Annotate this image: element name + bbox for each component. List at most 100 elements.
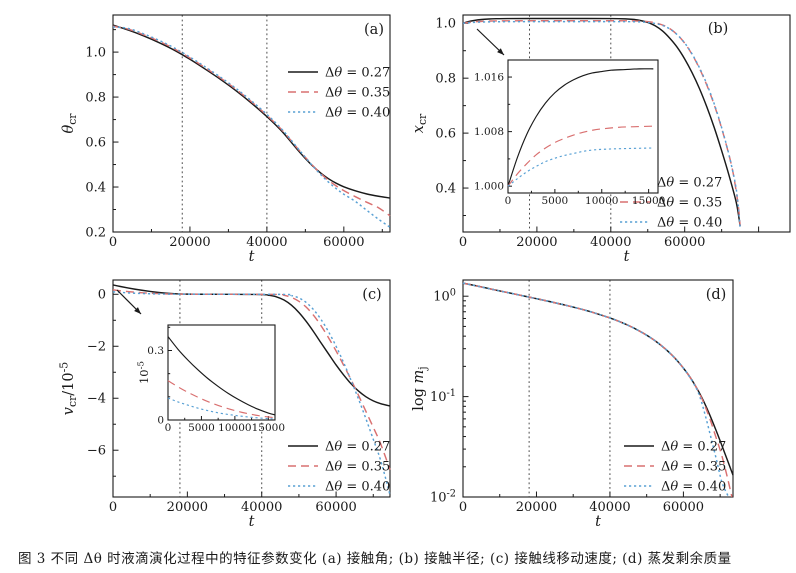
panel-c-inset: 0 5000 10000 15000 0 0.3 10-5 — [137, 324, 285, 434]
y-tick-label: 10-2 — [430, 488, 456, 505]
annotation-arrowhead-c — [134, 307, 141, 314]
plot-border — [462, 14, 791, 233]
curve-c-inset-series-1 — [167, 380, 276, 419]
x-tick-label: 5000 — [542, 195, 569, 207]
inset-background — [168, 325, 275, 420]
x-tick-label: 15000 — [632, 195, 665, 207]
x-tick-label: 40000 — [589, 500, 630, 515]
curve-b-series-2 — [462, 20, 741, 228]
x-axis-label: t — [249, 249, 255, 265]
panel-c: 0 20000 40000 60000 0 −2 −4 −6 t vcr/10-5 (c) Δθ = … — [57, 279, 391, 530]
legend-label: Δθ = 0.40 — [325, 106, 390, 121]
y-tick-label: 1.016 — [474, 72, 504, 84]
plot-border — [112, 14, 391, 233]
y-tick-label: 1.0 — [435, 17, 456, 32]
y-tick-label: 0 — [157, 415, 164, 427]
curve-b-inset-series-0 — [507, 68, 654, 187]
curve-a-series-0 — [112, 24, 391, 199]
y-tick-label: 0.4 — [85, 180, 106, 195]
x-tick-label: 20000 — [167, 500, 208, 515]
curve-a-series-1 — [112, 25, 391, 217]
x-tick-label: 0 — [459, 500, 467, 515]
x-tick-label: 0 — [109, 500, 117, 515]
y-tick-label: 0 — [98, 288, 106, 303]
x-tick-label: 40000 — [246, 235, 287, 250]
legend-label: Δθ = 0.35 — [661, 460, 726, 475]
y-tick-label: 1.008 — [474, 126, 504, 138]
y-tick-label: 1.000 — [474, 181, 504, 193]
y-tick-label: 0.4 — [435, 181, 456, 196]
x-axis-label: t — [595, 514, 601, 530]
legend-label: Δθ = 0.40 — [661, 480, 726, 495]
legend-label: Δθ = 0.35 — [325, 460, 390, 475]
x-tick-label: 15000 — [252, 422, 285, 434]
panel-letter: (b) — [708, 21, 729, 37]
panel-d: 0 20000 40000 60000 100 10-1 10-2 t log mj (d) Δθ … — [411, 279, 734, 530]
y-axis-label: log mj — [411, 366, 429, 410]
legend-label: Δθ = 0.27 — [657, 176, 722, 191]
x-tick-label: 5000 — [188, 422, 215, 434]
legend-label: Δθ = 0.27 — [325, 440, 390, 455]
x-tick-label: 0 — [165, 422, 172, 434]
y-tick-label: −6 — [87, 444, 106, 459]
x-tick-label: 0 — [505, 195, 512, 207]
figure-caption: 图 3 不同 Δθ 时液滴演化过程中的特征参数变化 (a) 接触角; (b) 接… — [18, 551, 732, 567]
x-tick-label: 20000 — [516, 500, 557, 515]
panel-b-inset: 0 5000 10000 15000 1.000 1.008 1.016 — [474, 59, 665, 207]
y-tick-label: 0.6 — [435, 127, 456, 142]
plot-border — [462, 279, 734, 498]
y-tick-label: 0.3 — [147, 345, 164, 357]
annotation-arrowhead-b — [497, 48, 504, 55]
legend-label: Δθ = 0.35 — [657, 196, 722, 211]
panel-a: 0 20000 40000 60000 0.2 0.4 0.6 0.8 1.0 t θcr (a) Δθ… — [61, 14, 391, 265]
curve-a-series-2 — [112, 26, 391, 228]
y-tick-label: −2 — [87, 340, 106, 355]
legend-label: Δθ = 0.35 — [325, 86, 390, 101]
x-tick-label: 60000 — [315, 500, 356, 515]
x-tick-label: 60000 — [323, 235, 364, 250]
y-axis-label: vcr/10-5 — [57, 362, 79, 415]
y-tick-label: 0.6 — [85, 135, 106, 150]
y-tick-label: −4 — [87, 392, 106, 407]
curve-d-series-2 — [462, 282, 730, 498]
x-tick-label: 0 — [109, 235, 117, 250]
curve-b-series-0 — [462, 17, 741, 227]
x-tick-label: 20000 — [169, 235, 210, 250]
panel-letter: (d) — [706, 287, 727, 303]
x-tick-label: 0 — [459, 235, 467, 250]
plot-border — [112, 279, 391, 498]
x-tick-label: 10000 — [218, 422, 251, 434]
curve-b-inset-series-1 — [507, 125, 654, 187]
x-tick-label: 60000 — [663, 500, 704, 515]
x-tick-label: 20000 — [516, 235, 557, 250]
legend-label: Δθ = 0.27 — [325, 66, 390, 81]
x-tick-label: 60000 — [664, 235, 705, 250]
curve-c-series-2 — [112, 291, 391, 496]
x-tick-label: 40000 — [241, 500, 282, 515]
y-tick-label: 100 — [433, 288, 456, 305]
y-tick-label: 10-1 — [430, 388, 456, 405]
panel-letter: (c) — [362, 287, 381, 303]
y-axis-label: 10-5 — [137, 361, 151, 384]
curve-c-inset-series-0 — [167, 336, 276, 416]
x-tick-label: 40000 — [590, 235, 631, 250]
plot-border — [167, 324, 276, 421]
y-tick-label: 1.0 — [85, 46, 106, 61]
y-axis-label: xcr — [411, 113, 429, 133]
plot-border — [507, 59, 659, 194]
x-axis-label: t — [624, 249, 630, 265]
y-axis-label: θcr — [61, 113, 79, 134]
y-tick-label: 0.8 — [85, 90, 106, 105]
y-tick-label: 0.2 — [85, 225, 106, 240]
curve-c-inset-series-2 — [167, 397, 276, 420]
x-tick-label: 10000 — [585, 195, 618, 207]
panel-b: 0 20000 40000 60000 0.4 0.6 0.8 1.0 t xcr (b) Δθ = … — [411, 14, 791, 265]
legend-label: Δθ = 0.27 — [661, 440, 726, 455]
curve-c-series-0 — [112, 284, 391, 407]
legend-label: Δθ = 0.40 — [657, 216, 722, 231]
x-axis-label: t — [249, 514, 255, 530]
y-tick-label: 0.8 — [435, 72, 456, 87]
legend-label: Δθ = 0.40 — [325, 480, 390, 495]
